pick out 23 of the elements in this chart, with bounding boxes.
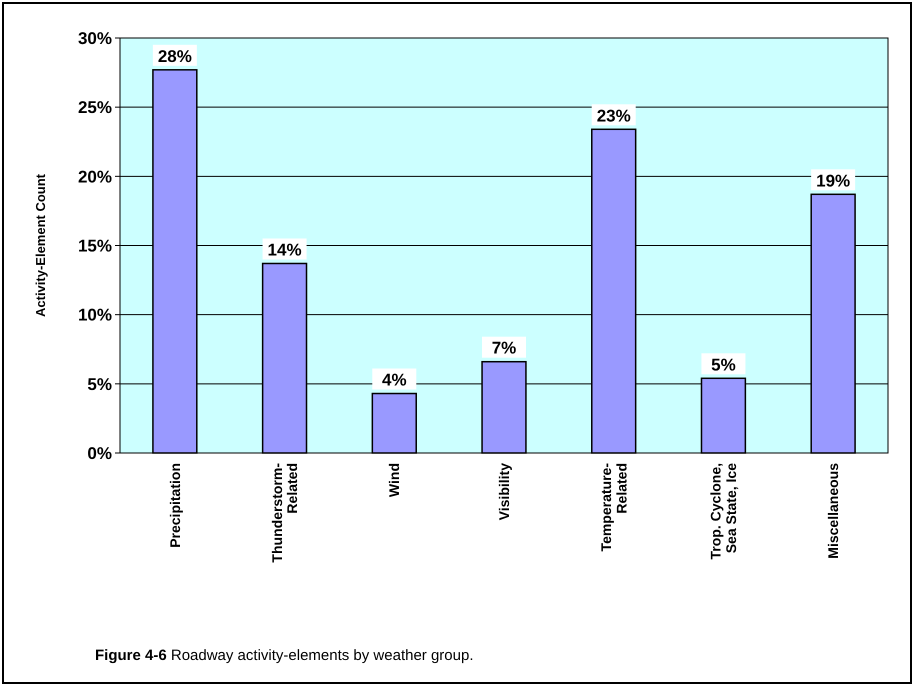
x-tick-label: Trop. Cyclone, Sea State, Ice bbox=[708, 462, 740, 560]
x-tick-label: Thunderstorm- Related bbox=[268, 462, 300, 563]
y-tick-label: 0% bbox=[87, 444, 112, 463]
data-label: 5% bbox=[711, 355, 736, 374]
y-tick-label: 5% bbox=[87, 374, 112, 394]
y-tick-label: 10% bbox=[78, 306, 112, 325]
y-tick-label: 30% bbox=[78, 28, 112, 48]
x-tick-label: Temperature- Related bbox=[598, 462, 630, 552]
y-tick-label: 15% bbox=[78, 236, 112, 256]
x-tick-label: Miscellaneous bbox=[825, 462, 842, 559]
x-tick-label: Precipitation bbox=[166, 463, 183, 548]
caption: Figure 4-6 Roadway activity-elements by weather group. bbox=[95, 647, 474, 664]
x-tick-label: Visibility bbox=[496, 462, 512, 520]
data-label: 4% bbox=[382, 370, 407, 390]
data-label: 7% bbox=[492, 338, 516, 358]
x-tick-label: Wind bbox=[386, 463, 402, 498]
y-tick-label: 20% bbox=[78, 167, 112, 186]
y-axis-title: Activity-Element Count bbox=[33, 173, 48, 318]
data-label: 28% bbox=[158, 46, 192, 66]
data-label: 19% bbox=[816, 171, 850, 190]
data-label: 23% bbox=[596, 106, 631, 126]
data-label: 14% bbox=[268, 240, 302, 260]
y-tick-label: 25% bbox=[78, 98, 112, 118]
